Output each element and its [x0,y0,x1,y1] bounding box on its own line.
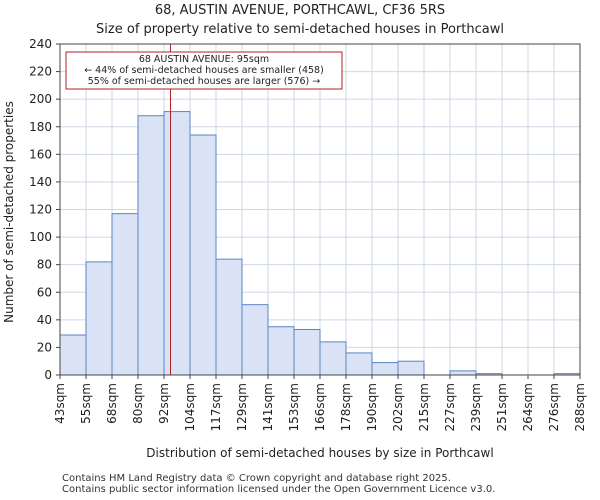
annotation-frame [65,51,343,90]
bar [59,334,87,376]
bar [319,341,347,376]
y-tick-label: 180 [29,120,52,134]
x-tick-label: 166sqm [313,383,327,431]
y-tick-label: 240 [29,37,52,51]
x-tick-label: 92sqm [157,383,171,424]
x-tick-label: 227sqm [443,383,457,431]
bar [449,370,477,376]
x-tick-label: 276sqm [547,383,561,431]
bar [215,258,243,376]
bars [59,111,581,376]
bar [85,261,113,376]
bar [345,352,373,376]
y-tick-label: 40 [37,313,52,327]
bar [189,134,217,376]
x-tick-label: 141sqm [261,383,275,431]
y-axis: 0 20 40 60 80 100 120 140 160 180 200 220 240 [29,37,60,382]
y-tick-label: 100 [29,230,52,244]
y-tick-label: 0 [44,368,52,382]
x-tick-label: 264sqm [521,383,535,431]
x-axis-label: Distribution of semi-detached houses by … [146,446,493,460]
plot-frame [59,43,581,376]
y-tick-label: 220 [29,65,52,79]
footer-line-1: Contains HM Land Registry data © Crown c… [62,473,451,484]
y-tick-label: 80 [37,258,52,272]
x-tick-label: 215sqm [417,383,431,431]
x-tick-label: 153sqm [287,383,301,431]
bar [137,115,165,376]
chart-title-line-1: 68, AUSTIN AVENUE, PORTHCAWL, CF36 5RS [155,3,445,18]
y-tick-label: 60 [37,285,52,299]
annotation-line-1: 68 AUSTIN AVENUE: 95sqm [139,54,269,65]
bar [397,360,425,376]
bar [241,304,269,376]
bar [163,111,191,376]
annotation-line-3: 55% of semi-detached houses are larger (… [88,76,321,87]
x-tick-label: 68sqm [105,383,119,424]
y-tick-label: 160 [29,147,52,161]
x-tick-label: 117sqm [209,383,223,431]
y-tick-label: 120 [29,203,52,217]
footer-line-2: Contains public sector information licen… [62,484,496,495]
bar [371,362,399,376]
x-tick-label: 129sqm [235,383,249,431]
x-tick-label: 190sqm [365,383,379,431]
y-tick-label: 20 [37,340,52,354]
y-tick-label: 200 [29,92,52,106]
x-tick-label: 55sqm [79,383,93,424]
bar [293,328,321,376]
y-tick-label: 140 [29,175,52,189]
bar [267,326,295,376]
x-tick-label: 251sqm [495,383,509,431]
x-tick-label: 288sqm [573,383,587,431]
x-tick-label: 104sqm [183,383,197,431]
annotation-line-2: ← 44% of semi-detached houses are smalle… [84,65,324,76]
x-tick-label: 80sqm [131,383,145,424]
y-axis-label: Number of semi-detached properties [2,101,16,323]
annotation-box: 68 AUSTIN AVENUE: 95sqm ← 44% of semi-de… [65,51,343,90]
x-tick-label: 202sqm [391,383,405,431]
x-axis: 43sqm 55sqm 68sqm 80sqm 92sqm 104sqm 117sqm 129… [53,375,587,431]
x-tick-label: 178sqm [339,383,353,431]
bar [111,213,139,376]
x-tick-label: 239sqm [469,383,483,431]
x-tick-label: 43sqm [53,383,67,424]
chart-title-line-2: Size of property relative to semi-detach… [96,22,504,37]
